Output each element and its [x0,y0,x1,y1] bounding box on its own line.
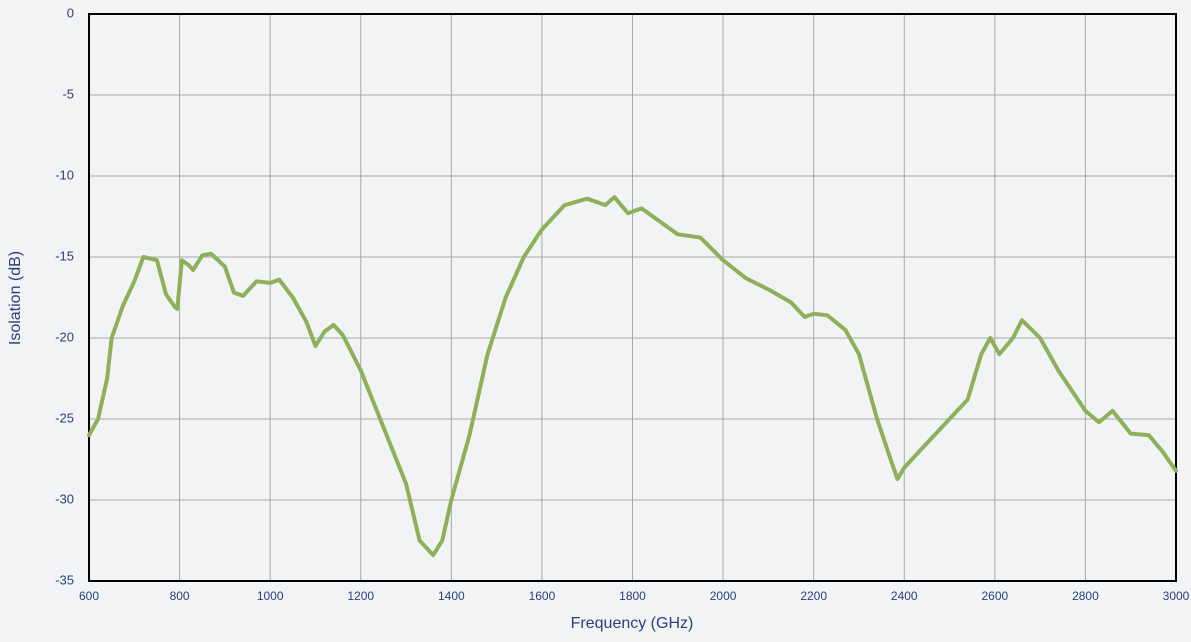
y-tick-label: -10 [55,167,74,182]
y-axis-label: Isolation (dB) [7,251,24,345]
x-tick-label: 1600 [529,589,556,603]
x-tick-label: 1000 [257,589,284,603]
y-tick-label: 0 [67,5,74,20]
y-tick-label: -5 [62,86,74,101]
x-tick-label: 2800 [1072,589,1099,603]
x-tick-label: 1800 [619,589,646,603]
y-tick-label: -30 [55,491,74,506]
x-tick-label: 800 [170,589,190,603]
y-tick-label: -25 [55,410,74,425]
x-tick-label: 1400 [438,589,465,603]
y-tick-label: -35 [55,572,74,587]
x-axis-label: Frequency (GHz) [571,615,694,632]
x-tick-label: 2200 [800,589,827,603]
data-line [87,195,1178,558]
x-tick-label: 2000 [710,589,737,603]
x-tick-label: 2400 [891,589,918,603]
x-tick-label: 600 [79,589,99,603]
x-tick-label: 2600 [981,589,1008,603]
x-tick-label: 1200 [347,589,374,603]
x-tick-label: 3000 [1163,589,1190,603]
plot-border [88,13,1177,582]
y-tick-label: -15 [55,248,74,263]
y-tick-label: -20 [55,329,74,344]
